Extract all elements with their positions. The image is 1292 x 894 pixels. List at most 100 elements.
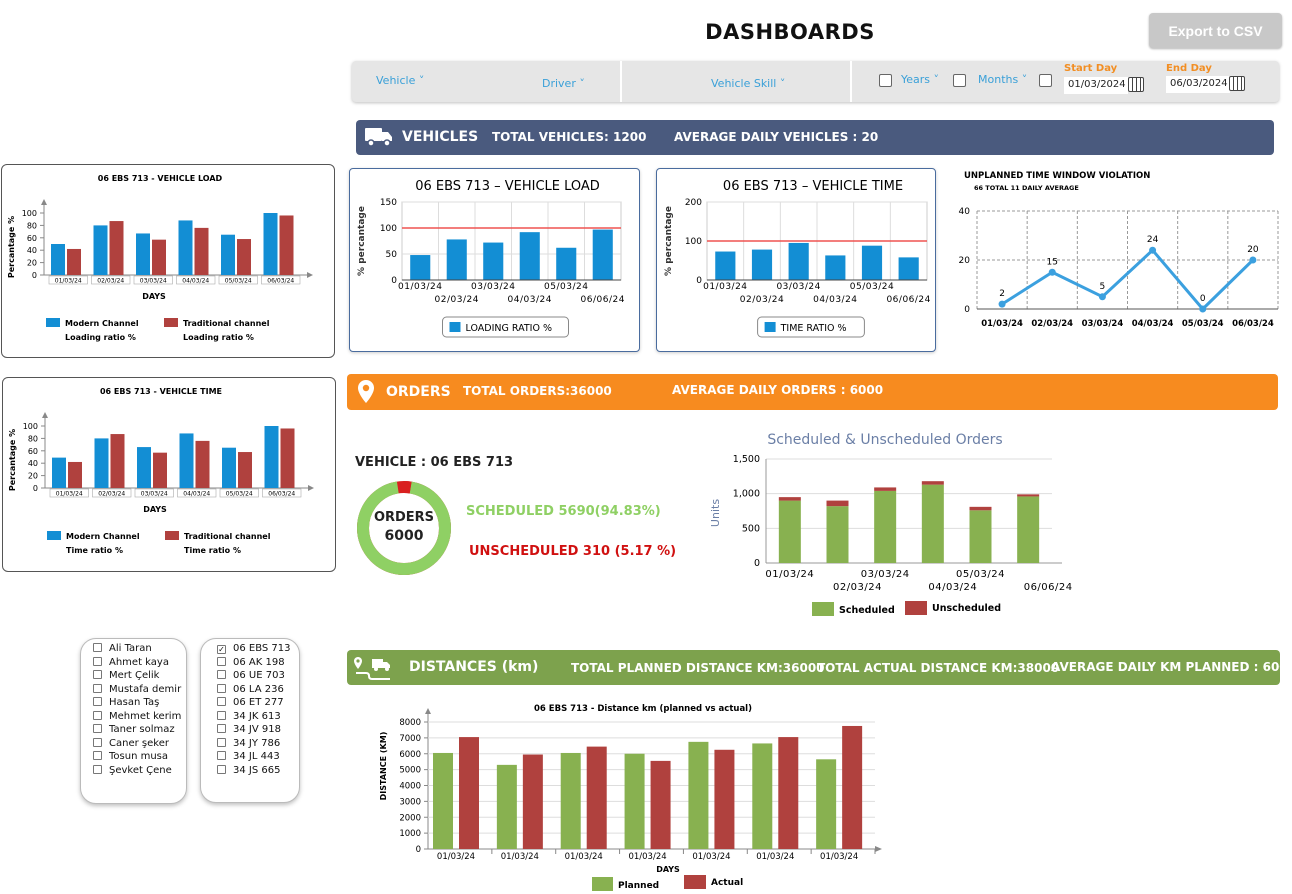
day-range-checkbox[interactable] xyxy=(1039,74,1052,87)
checkbox[interactable] xyxy=(93,764,102,774)
list-item-label: 06 LA 236 xyxy=(233,683,284,695)
driver-list-item[interactable]: Hasan Taş xyxy=(93,697,159,708)
legend-label: LOADING RATIO % xyxy=(466,323,552,334)
checkbox[interactable] xyxy=(217,751,226,760)
checkbox[interactable]: ✓ xyxy=(217,645,226,654)
checkbox[interactable] xyxy=(93,724,102,733)
calendar-icon[interactable] xyxy=(1128,77,1144,92)
data-point xyxy=(1249,256,1257,264)
plate-list-item[interactable]: 34 JS 665 xyxy=(217,764,280,776)
plate-list-item[interactable]: 34 JY 786 xyxy=(217,737,280,749)
checkbox[interactable] xyxy=(93,670,102,679)
x-tick-label: 05/03/24 xyxy=(544,282,588,292)
x-tick-label: 03/03/24 xyxy=(140,278,167,285)
x-tick-label: 01/03/24 xyxy=(703,282,747,292)
driver-list-item[interactable]: Caner şeker xyxy=(93,737,169,749)
x-tick-label: 02/03/24 xyxy=(97,278,124,285)
checkbox[interactable] xyxy=(217,737,226,747)
traditional-bar xyxy=(109,221,124,275)
list-item-label: Tosun musa xyxy=(109,751,169,762)
checkbox[interactable] xyxy=(93,643,102,652)
checkbox[interactable] xyxy=(93,697,102,706)
actual-bar xyxy=(842,725,863,849)
x-tick-label: 05/03/24 xyxy=(956,569,1005,580)
list-item-label: Mustafa demir xyxy=(109,683,182,695)
location-pin-icon xyxy=(358,380,374,403)
driver-list-item[interactable]: Şevket Çene xyxy=(93,764,172,776)
y-tick-label: 150 xyxy=(380,198,397,208)
x-tick-label: 06/06/24 xyxy=(886,295,930,305)
driver-list-item[interactable]: Mert Çelik xyxy=(93,670,159,681)
driver-list-item[interactable]: Taner solmaz xyxy=(93,724,175,735)
checkbox[interactable] xyxy=(217,764,226,774)
modern-bar xyxy=(52,457,66,488)
x-tick-label: 06/03/24 xyxy=(267,278,294,285)
plate-list-item[interactable]: 34 JV 918 xyxy=(217,724,281,735)
ratio-bar xyxy=(898,257,919,280)
driver-list-item[interactable]: Ali Taran xyxy=(93,643,152,654)
checkbox[interactable] xyxy=(93,683,102,693)
months-dropdown[interactable]: Months ˅ xyxy=(978,73,1027,86)
x-tick-label: 06/03/24 xyxy=(268,491,295,498)
calendar-icon[interactable] xyxy=(1229,76,1245,91)
checkbox[interactable] xyxy=(217,724,226,733)
average-daily-km-planned: AVERAGE DAILY KM PLANNED : 6000 xyxy=(1051,660,1292,674)
actual-bar xyxy=(586,746,607,849)
plate-list-item[interactable]: 34 JK 613 xyxy=(217,710,281,722)
export-csv-button[interactable]: Export to CSV xyxy=(1149,13,1282,48)
plate-list-item[interactable]: 34 JL 443 xyxy=(217,751,280,762)
x-tick-box xyxy=(176,275,216,285)
vehicle-skill-dropdown[interactable]: Vehicle Skill ˅ xyxy=(711,77,785,90)
truck-icon xyxy=(365,128,392,147)
driver-list-item[interactable]: Mustafa demir xyxy=(93,683,182,695)
checkbox[interactable] xyxy=(217,697,226,706)
x-tick-label: 04/03/24 xyxy=(183,491,210,498)
checkbox[interactable] xyxy=(93,737,102,747)
modern-bar xyxy=(136,233,150,275)
plate-list-item[interactable]: 06 UE 703 xyxy=(217,670,285,681)
checkbox[interactable] xyxy=(217,670,226,679)
driver-list-item[interactable]: Mehmet kerim xyxy=(93,710,181,722)
ratio-bar xyxy=(519,232,540,280)
driver-dropdown[interactable]: Driver ˅ xyxy=(542,77,585,90)
total-planned-distance: TOTAL PLANNED DISTANCE KM:36000 xyxy=(571,661,825,675)
vehicles-title: VEHICLES xyxy=(402,129,479,145)
left-vehicle-time-card: 06 EBS 713 - VEHICLE TIME Percantage % 0 20… xyxy=(2,377,336,572)
years-checkbox[interactable] xyxy=(879,74,892,87)
plate-list-item[interactable]: 06 LA 236 xyxy=(217,683,284,695)
months-checkbox[interactable] xyxy=(953,74,966,87)
vehicle-dropdown[interactable]: Vehicle ˅ xyxy=(376,74,424,87)
plate-list-item[interactable]: ✓ 06 EBS 713 xyxy=(217,643,291,654)
checkbox[interactable] xyxy=(217,710,226,720)
x-tick-label: 01/03/24 xyxy=(565,852,603,862)
start-day-input[interactable]: 01/03/2024 xyxy=(1064,77,1128,94)
chart-title: 06 EBS 713 - Distance km (planned vs act… xyxy=(534,704,752,714)
driver-dropdown-label: Driver xyxy=(542,77,576,90)
actual-bar xyxy=(778,737,799,849)
planned-bar xyxy=(752,743,773,849)
driver-list-item[interactable]: Tosun musa xyxy=(93,751,168,762)
end-day-label: End Day xyxy=(1166,63,1212,74)
plate-list-item[interactable]: 06 ET 277 xyxy=(217,697,284,708)
legend-label: Modern Channel Loading ratio % xyxy=(65,319,139,342)
driver-list-item[interactable]: Ahmet kaya xyxy=(93,656,169,668)
x-tick-label: 01/03/24 xyxy=(398,282,442,292)
unplanned-time-window-chart: UNPLANNED TIME WINDOW VIOLATION 66 TOTAL … xyxy=(959,171,1279,329)
x-tick-label: 04/03/24 xyxy=(508,295,552,305)
list-item-label: 06 AK 198 xyxy=(233,656,285,668)
years-dropdown[interactable]: Years ˅ xyxy=(901,73,939,86)
list-item-label: 06 EBS 713 xyxy=(233,643,291,654)
x-tick-label: 02/03/24 xyxy=(435,295,479,305)
checkbox[interactable] xyxy=(93,656,102,666)
checkbox[interactable] xyxy=(217,656,226,666)
plate-list-item[interactable]: 06 AK 198 xyxy=(217,656,285,668)
data-label: 20 xyxy=(1247,245,1259,255)
x-tick-label: 01/03/24 xyxy=(628,852,666,862)
checkbox[interactable] xyxy=(93,710,102,720)
checkbox[interactable] xyxy=(217,683,226,693)
modern-bar xyxy=(137,447,151,488)
end-day-input[interactable]: 06/03/2024 xyxy=(1166,76,1230,93)
y-axis-label: Percantage % xyxy=(7,216,16,278)
scheduled-bar xyxy=(826,506,849,563)
checkbox[interactable] xyxy=(93,751,102,760)
